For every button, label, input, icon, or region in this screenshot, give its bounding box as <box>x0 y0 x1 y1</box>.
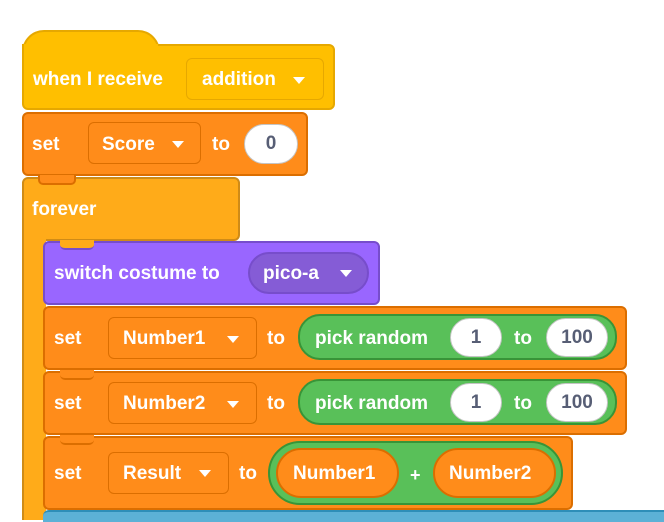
number1-reporter-label: Number1 <box>293 463 376 484</box>
hat-seam-cover <box>24 44 158 52</box>
caret-down-icon <box>340 270 352 277</box>
plus-operator: + <box>410 465 421 485</box>
random-from-input[interactable]: 1 <box>450 318 502 357</box>
score-value-input[interactable]: 0 <box>244 124 298 164</box>
switch-costume-label: switch costume to <box>54 263 220 284</box>
pick-random-label: pick random <box>315 393 428 414</box>
block-notch <box>38 175 76 185</box>
random-to-input[interactable]: 100 <box>546 318 608 357</box>
caret-down-icon <box>227 336 239 343</box>
set-label: set <box>54 328 82 349</box>
message-dropdown[interactable] <box>186 58 324 100</box>
to-label: to <box>267 393 285 414</box>
message-dropdown-label: addition <box>202 69 276 90</box>
set-label: set <box>54 393 82 414</box>
block-notch <box>60 435 94 445</box>
number2-reporter[interactable] <box>433 448 556 498</box>
pick-random-label: pick random <box>315 328 428 349</box>
caret-down-icon <box>227 401 239 408</box>
block-notch <box>60 370 94 380</box>
to-label: to <box>514 328 532 349</box>
next-block-partial[interactable] <box>43 510 664 522</box>
to-label: to <box>267 328 285 349</box>
random-from-input[interactable]: 1 <box>450 383 502 422</box>
to-label: to <box>239 463 257 484</box>
number1-variable-label: Number1 <box>123 328 206 349</box>
number1-reporter[interactable] <box>276 448 399 498</box>
block-notch <box>60 240 94 250</box>
costume-dropdown-label: pico-a <box>263 263 319 284</box>
caret-down-icon <box>172 141 184 148</box>
forever-arm <box>22 230 46 520</box>
caret-down-icon <box>293 77 305 84</box>
caret-down-icon <box>199 470 211 477</box>
random-to-input[interactable]: 100 <box>546 383 608 422</box>
to-label: to <box>212 134 230 155</box>
set-label: set <box>32 134 60 155</box>
to-label: to <box>514 393 532 414</box>
forever-label: forever <box>32 199 97 220</box>
result-variable-label: Result <box>123 463 182 484</box>
score-variable-dropdown[interactable] <box>88 122 201 164</box>
when-i-receive-label: when I receive <box>33 69 163 90</box>
number2-reporter-label: Number2 <box>449 463 532 484</box>
forever-block[interactable] <box>22 177 240 241</box>
number2-variable-label: Number2 <box>123 393 206 414</box>
set-label: set <box>54 463 82 484</box>
score-variable-label: Score <box>102 134 155 155</box>
